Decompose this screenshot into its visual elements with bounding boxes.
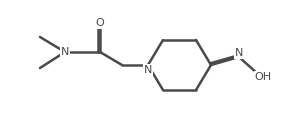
Text: N: N bbox=[144, 65, 152, 75]
Text: O: O bbox=[96, 18, 104, 28]
Text: N: N bbox=[235, 48, 243, 58]
Text: N: N bbox=[61, 47, 69, 57]
Text: OH: OH bbox=[254, 72, 271, 82]
